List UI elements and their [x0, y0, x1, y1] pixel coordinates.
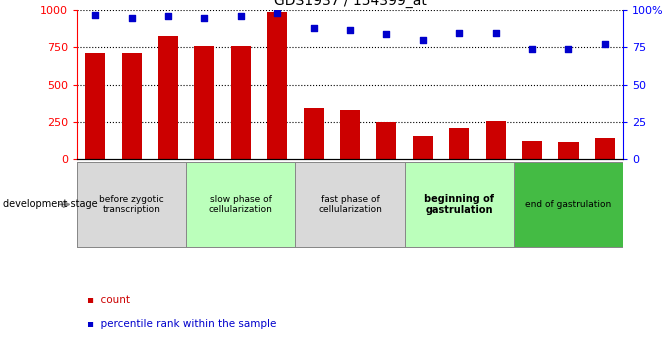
Point — [236, 13, 247, 19]
Bar — [514, 162, 623, 247]
Text: end of gastrulation: end of gastrulation — [525, 200, 612, 209]
Point — [199, 15, 210, 21]
Bar — [122, 53, 141, 159]
Bar — [559, 142, 578, 159]
Bar — [186, 162, 295, 247]
Bar — [304, 108, 324, 159]
Bar — [85, 53, 105, 159]
Text: beginning of
gastrulation: beginning of gastrulation — [424, 194, 494, 215]
Text: development stage: development stage — [3, 199, 98, 209]
Bar — [267, 12, 287, 159]
Text: fast phase of
cellularization: fast phase of cellularization — [318, 195, 382, 214]
Point — [381, 31, 392, 37]
Bar — [522, 141, 542, 159]
Point — [454, 30, 465, 36]
Bar — [340, 110, 360, 159]
Bar — [158, 36, 178, 159]
Bar — [231, 46, 251, 159]
Point — [90, 12, 100, 18]
Bar — [77, 162, 186, 247]
Bar — [194, 46, 214, 159]
Text: ▪  count: ▪ count — [87, 295, 130, 305]
Bar — [405, 162, 514, 247]
Point — [272, 11, 283, 16]
Title: GDS1937 / 154399_at: GDS1937 / 154399_at — [273, 0, 427, 8]
Text: slow phase of
cellularization: slow phase of cellularization — [209, 195, 273, 214]
Bar — [595, 138, 615, 159]
Text: ▪  percentile rank within the sample: ▪ percentile rank within the sample — [87, 319, 277, 329]
Bar — [450, 128, 469, 159]
Bar — [413, 136, 433, 159]
Point — [163, 13, 174, 19]
Point — [490, 30, 501, 36]
Bar — [377, 121, 397, 159]
Bar — [486, 121, 506, 159]
Point — [563, 46, 574, 52]
Bar — [295, 162, 405, 247]
Point — [417, 37, 428, 43]
Point — [308, 26, 319, 31]
Text: before zygotic
transcription: before zygotic transcription — [99, 195, 164, 214]
Point — [345, 27, 356, 32]
Point — [126, 15, 137, 21]
Point — [600, 42, 610, 47]
Point — [527, 46, 537, 52]
